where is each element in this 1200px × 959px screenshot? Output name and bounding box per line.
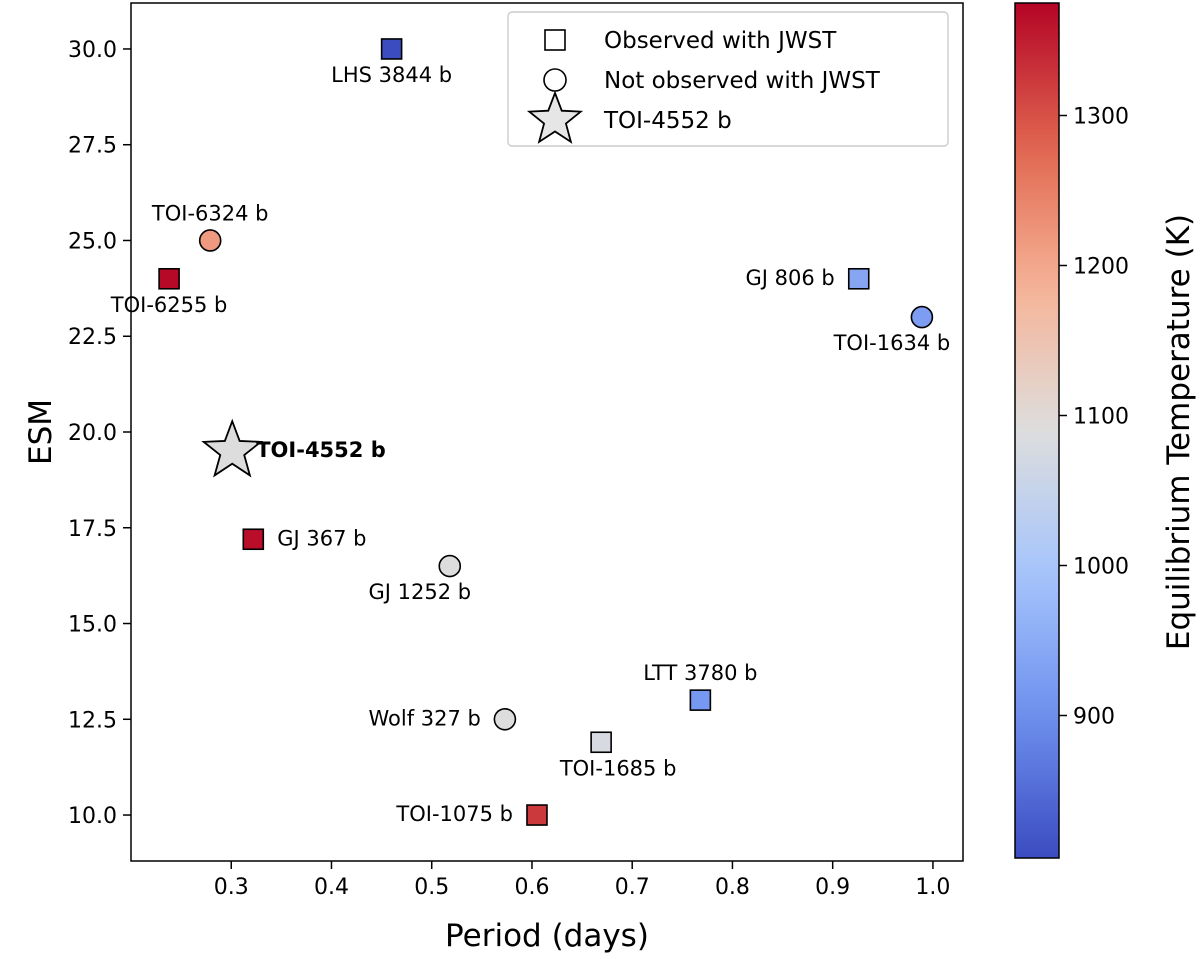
point-marker [689,689,712,711]
colorbar-title: Equilibrium Temperature (K) [1161,214,1197,650]
colorbar-tick-label: 900 [1073,705,1115,730]
colorbar-tick-label: 1000 [1073,555,1129,580]
point-label: LTT 3780 b [643,661,757,685]
point-label: LHS 3844 b [331,63,452,87]
legend-label: Observed with JWST [604,28,837,54]
point-label: GJ 806 b [746,266,835,290]
y-tick-label: 22.5 [68,325,117,350]
y-tick-label: 10.0 [68,804,117,829]
point-marker [847,267,870,290]
point-marker [198,229,222,252]
colorbar-tick-label: 1200 [1073,255,1129,280]
point-marker [201,418,264,478]
point-marker [438,554,462,578]
x-tick-label: 0.4 [314,875,349,900]
legend-star-icon [526,90,584,144]
y-tick-label: 30.0 [68,38,117,63]
x-tick-label: 0.9 [815,875,850,900]
point-label: TOI-4552 b [256,438,386,462]
x-tick-label: 0.5 [414,875,449,900]
x-tick-label: 0.6 [514,875,549,900]
colorbar: 900 1000 1100 1200 1300 [1014,2,1129,859]
legend-box [507,11,949,147]
x-axis: 0.3 0.4 0.5 0.6 0.7 0.8 0.9 1.0 [214,861,950,900]
y-tick-label: 20.0 [68,421,117,446]
point-label: TOI-1634 b [833,331,951,355]
point-label: TOI-1685 b [559,756,677,780]
y-axis-title: ESM [23,399,59,465]
y-axis: 10.0 12.5 15.0 17.5 20.0 22.5 25.0 27.5 30.0 [68,38,131,829]
point-marker [910,305,934,329]
y-tick-label: 15.0 [68,613,117,638]
x-tick-label: 0.3 [214,875,249,900]
point-marker [493,707,517,731]
x-tick-label: 0.7 [615,875,650,900]
x-tick-label: 0.8 [715,875,750,900]
point-label: Wolf 327 b [369,706,481,730]
point-label: TOI-6324 b [151,201,269,225]
legend-circle-icon [543,68,567,92]
point-marker [158,267,180,290]
point-label: TOI-6255 b [110,293,228,317]
colorbar-tick-label: 1300 [1073,105,1129,130]
data-points: LHS 3844 b TOI-6324 b TOI-6255 b GJ 806 b TO… [110,38,951,826]
legend-label: Not observed with JWST [604,68,881,94]
legend-label: TOI-4552 b [603,108,732,134]
point-marker [380,38,403,60]
y-tick-label: 17.5 [68,517,117,542]
legend-square-icon [544,29,566,51]
x-axis-title: Period (days) [445,918,649,954]
y-tick-label: 25.0 [68,229,117,254]
colorbar-tick-label: 1100 [1073,405,1129,430]
colorbar-gradient [1014,2,1060,859]
point-label: TOI-1075 b [395,802,513,826]
point-marker [242,528,265,551]
y-tick-label: 12.5 [68,708,117,733]
point-label: GJ 367 b [277,526,366,550]
point-marker [526,804,548,826]
x-tick-label: 1.0 [915,875,950,900]
point-label: GJ 1252 b [368,580,471,604]
point-marker [590,731,612,754]
legend: Observed with JWST Not observed with JWST… [507,11,949,147]
y-tick-label: 27.5 [68,134,117,159]
